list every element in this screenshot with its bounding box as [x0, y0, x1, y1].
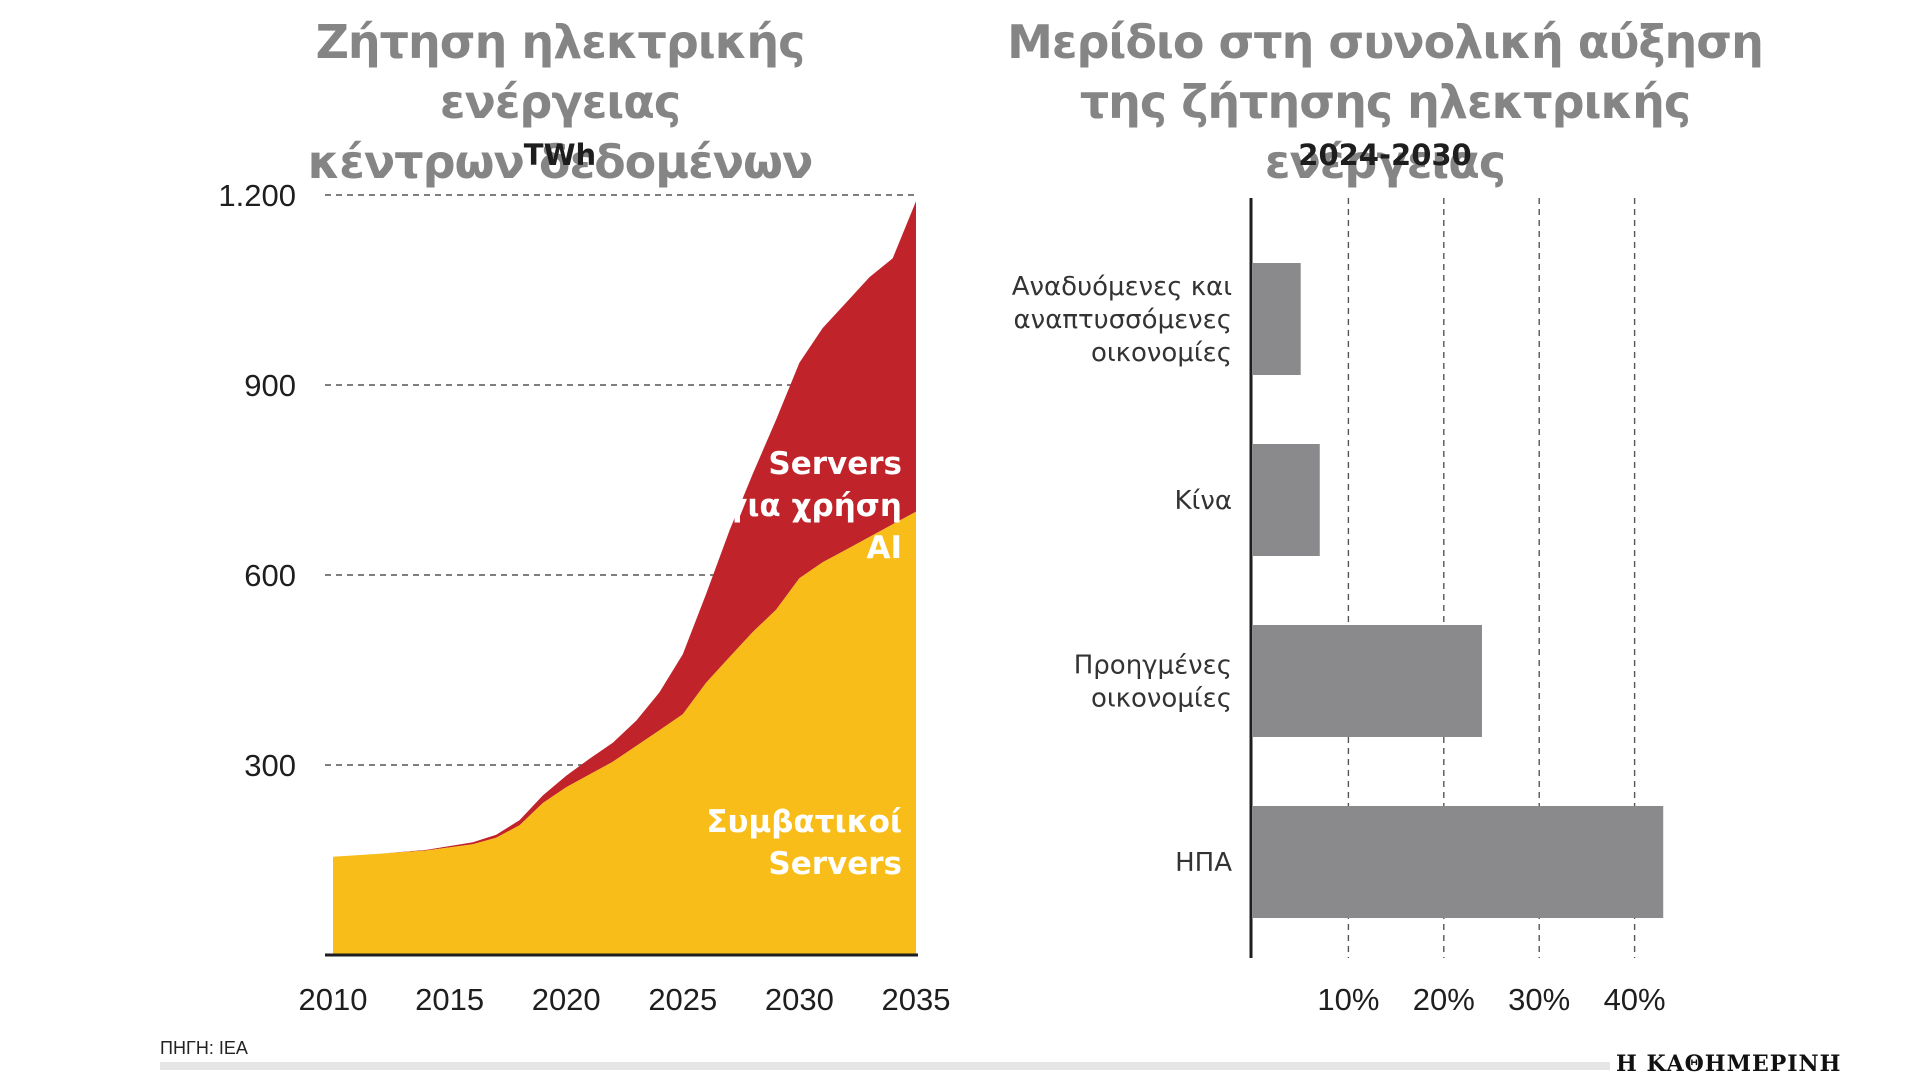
area-chart-title-line-1: Ζήτηση ηλεκτρικής ενέργειας: [315, 15, 806, 129]
area-y-tick-label: 600: [244, 558, 296, 593]
bar-category-label: αναπτυσσόμενες: [1014, 305, 1232, 335]
bar-category-label: ΗΠΑ: [1175, 848, 1232, 878]
bar-category-label: Κίνα: [1174, 486, 1232, 516]
area-chart-unit: TWh: [523, 138, 597, 172]
area-y-tick-label: 900: [244, 368, 296, 403]
conventional-servers-area: [333, 511, 916, 955]
bar-1: [1253, 444, 1320, 556]
area-x-tick-label: 2025: [648, 982, 717, 1017]
bar-category-label: οικονομίες: [1091, 338, 1232, 368]
brand-logo: Η ΚΑΘΗΜΕΡΙΝΗ: [1610, 1051, 1842, 1077]
bar-3: [1253, 806, 1664, 918]
bar-x-tick-label: 10%: [1317, 982, 1379, 1017]
bar-x-tick-label: 40%: [1604, 982, 1666, 1017]
bar-2: [1253, 625, 1482, 737]
area-x-tick-label: 2020: [532, 982, 601, 1017]
source-note: ΠΗΓΗ: IEA: [160, 1038, 248, 1058]
ai-servers-area: [333, 201, 916, 857]
bar-chart-title: Μερίδιο στη συνολική αύξηση της ζήτησης …: [955, 12, 1815, 192]
area-x-tick-label: 2010: [299, 982, 368, 1017]
bar-x-tick-label: 30%: [1508, 982, 1570, 1017]
conventional-servers-label: Servers: [768, 846, 902, 882]
footer-bar: [160, 1062, 1765, 1070]
bar-category-label: οικονομίες: [1091, 684, 1232, 714]
bar-chart-title-line-2: της ζήτησης ηλεκτρικής ενέργειας: [1079, 75, 1691, 189]
area-chart-title: Ζήτηση ηλεκτρικής ενέργειας κέντρων δεδο…: [210, 12, 910, 192]
area-x-tick-label: 2035: [882, 982, 951, 1017]
ai-servers-label: Servers: [768, 446, 902, 482]
area-x-tick-label: 2030: [765, 982, 834, 1017]
area-y-tick-label: 300: [244, 748, 296, 783]
conventional-servers-label: Συμβατικοί: [706, 804, 902, 840]
bar-chart-period: 2024-2030: [1298, 138, 1472, 172]
bar-0: [1253, 263, 1301, 375]
bar-x-tick-label: 20%: [1413, 982, 1475, 1017]
area-chart-title-line-2: κέντρων δεδομένων: [307, 135, 814, 189]
area-x-tick-label: 2015: [415, 982, 484, 1017]
ai-servers-label: AI: [866, 530, 902, 566]
area-y-tick-label: 1.200: [218, 178, 296, 213]
ai-servers-label: για χρήση: [726, 488, 902, 524]
bar-category-label: Προηγμένες: [1074, 651, 1232, 681]
bar-chart-title-line-1: Μερίδιο στη συνολική αύξηση: [1007, 15, 1764, 69]
bar-category-label: Αναδυόμενες και: [1012, 272, 1232, 302]
